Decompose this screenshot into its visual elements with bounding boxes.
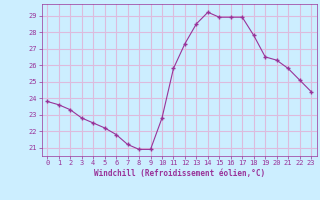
X-axis label: Windchill (Refroidissement éolien,°C): Windchill (Refroidissement éolien,°C) [94,169,265,178]
